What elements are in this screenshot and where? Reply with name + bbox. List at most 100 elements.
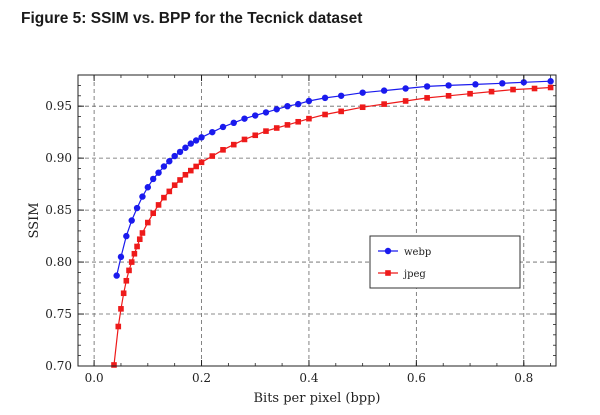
jpeg-point: [198, 159, 205, 166]
x-axis-label: Bits per pixel (bpp): [253, 391, 380, 406]
jpeg-point: [531, 85, 538, 92]
webp-point: [176, 148, 184, 156]
jpeg-point: [150, 210, 156, 217]
webp-point: [520, 79, 527, 86]
webp-point: [295, 100, 302, 108]
jpeg-point: [171, 182, 178, 188]
webp-point: [402, 85, 409, 92]
webp-point: [380, 87, 388, 94]
x-tick-label: 0.4: [299, 371, 318, 385]
webp-point: [284, 102, 291, 110]
webp-point: [547, 78, 554, 85]
webp-point: [359, 89, 366, 96]
y-tick-label: 0.90: [45, 151, 72, 165]
jpeg-point: [338, 108, 344, 115]
webp-point: [262, 109, 270, 116]
webp-point: [113, 272, 120, 279]
jpeg-point: [359, 104, 366, 111]
webp-point: [144, 184, 152, 191]
jpeg-point: [547, 84, 554, 91]
webp-point: [123, 232, 130, 240]
jpeg-point: [252, 132, 259, 139]
x-tick-label: 0.6: [407, 371, 426, 385]
y-tick-label: 0.75: [45, 307, 72, 321]
webp-point: [321, 94, 329, 102]
webp-point: [472, 81, 479, 88]
jpeg-point: [193, 163, 199, 170]
jpeg-point: [111, 362, 117, 368]
webp-point: [252, 112, 259, 119]
webp-point: [187, 140, 194, 147]
figure-title: Figure 5: SSIM vs. BPP for the Tecnick d…: [21, 10, 363, 27]
webp-point: [182, 144, 189, 151]
jpeg-point: [177, 177, 183, 183]
webp-point: [117, 253, 125, 261]
y-tick-label: 0.70: [45, 359, 72, 373]
x-tick-label: 0.8: [514, 371, 533, 385]
jpeg-point: [306, 115, 312, 122]
series-webp: [113, 78, 554, 279]
jpeg-point: [128, 259, 135, 265]
jpeg-point: [145, 219, 151, 226]
legend: webp jpeg: [369, 235, 521, 289]
webp-point: [133, 204, 141, 212]
jpeg-point: [120, 290, 127, 297]
webp-point: [166, 158, 173, 165]
jpeg-point: [166, 188, 173, 195]
x-tick-label: 0.0: [85, 371, 104, 385]
jpeg-point: [241, 136, 248, 143]
jpeg-point: [136, 236, 143, 243]
jpeg-point: [220, 147, 226, 153]
jpeg-point: [488, 88, 495, 95]
legend-webp-marker: [384, 247, 392, 255]
tick-labels: 0.0 0.2 0.4 0.6 0.8 0.70 0.75 0.80 0.85 0.90 0.95: [45, 99, 533, 385]
webp-point: [128, 217, 135, 224]
jpeg-point: [209, 153, 216, 159]
jpeg-point: [381, 101, 387, 107]
y-axis-label: SSIM: [27, 202, 42, 238]
jpeg-line: [113, 86, 551, 366]
axis-ticks: [78, 74, 556, 367]
jpeg-point: [263, 128, 269, 134]
y-tick-label: 0.80: [45, 255, 72, 269]
jpeg-point: [115, 323, 122, 330]
jpeg-point: [510, 86, 516, 93]
jpeg-point: [284, 122, 291, 128]
jpeg-point: [295, 118, 302, 125]
webp-point: [241, 115, 248, 122]
jpeg-point: [118, 306, 124, 312]
jpeg-point: [424, 95, 430, 101]
jpeg-point: [155, 202, 162, 208]
jpeg-point: [187, 167, 194, 174]
jpeg-point: [123, 277, 130, 284]
webp-point: [155, 169, 162, 176]
jpeg-point: [402, 98, 409, 104]
x-tick-label: 0.2: [192, 371, 211, 385]
webp-point: [149, 175, 157, 183]
webp-point: [423, 83, 431, 90]
series-jpeg: [111, 84, 554, 368]
webp-point: [139, 193, 146, 200]
webp-point: [209, 128, 216, 136]
y-tick-label: 0.85: [45, 203, 72, 217]
webp-point: [499, 80, 506, 87]
jpeg-point: [445, 92, 452, 99]
jpeg-point: [273, 125, 280, 131]
series-layer: [111, 78, 554, 368]
jpeg-point: [131, 250, 138, 257]
legend-box: [369, 235, 521, 289]
webp-point: [171, 152, 178, 160]
jpeg-point: [467, 90, 473, 97]
legend-webp-label: webp: [404, 247, 431, 258]
jpeg-point: [139, 230, 146, 236]
webp-point: [198, 134, 205, 141]
jpeg-point: [126, 267, 132, 274]
legend-jpeg-marker: [385, 270, 391, 276]
webp-point: [273, 106, 280, 113]
jpeg-point: [322, 111, 328, 118]
webp-point: [219, 123, 227, 131]
jpeg-point: [230, 141, 237, 148]
jpeg-point: [182, 171, 189, 178]
jpeg-point: [134, 243, 140, 250]
